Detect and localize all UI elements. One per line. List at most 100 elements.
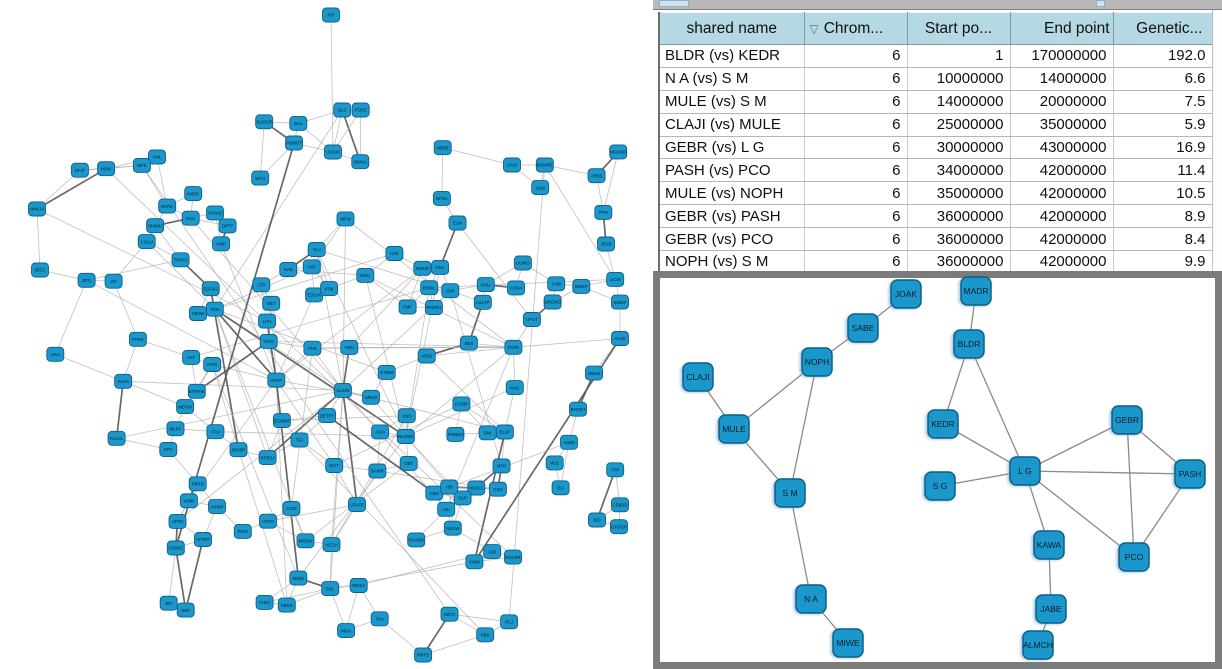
overview-node[interactable]: TGTC (259, 333, 278, 349)
table-cell[interactable]: 6 (804, 227, 908, 252)
overview-node[interactable]: MGA (337, 623, 356, 639)
overview-node[interactable]: BOWL (420, 280, 439, 296)
table-cell[interactable]: BLDR (vs) KEDR (659, 44, 805, 68)
overview-node[interactable]: CCAU (137, 234, 156, 250)
overview-node[interactable]: WAL (289, 115, 308, 131)
table-cell[interactable]: 42000000 (1010, 158, 1114, 183)
column-header-2[interactable]: Start po... (906, 12, 1011, 45)
overview-node[interactable]: ELW (448, 215, 467, 231)
table-cell[interactable]: 5.9 (1113, 113, 1213, 137)
overview-node[interactable]: TEKI (205, 301, 224, 317)
overview-node[interactable]: HDW (97, 161, 116, 177)
table-cell[interactable]: 11.4 (1113, 158, 1213, 183)
overview-node[interactable]: HJK (385, 246, 404, 261)
overview-node[interactable]: PMTO (414, 647, 433, 663)
overview-node[interactable]: WJL (545, 455, 564, 471)
overview-node[interactable]: MFE (132, 157, 151, 173)
table-cell[interactable]: N A (vs) S M (659, 67, 805, 91)
table-cell[interactable]: 43000000 (1010, 136, 1114, 160)
detail-node-noph[interactable]: NOPH (801, 347, 833, 377)
overview-node[interactable]: ETWHK (187, 383, 206, 399)
overview-node[interactable]: UUWO (513, 255, 532, 271)
overview-node[interactable]: PHK (303, 340, 322, 356)
overview-node[interactable]: SUOCR (255, 114, 274, 130)
detail-node-pash[interactable]: PASH (1174, 459, 1206, 489)
table-cell[interactable]: 36000000 (907, 227, 1011, 252)
overview-node[interactable]: FUSM (452, 396, 471, 412)
detail-node-kedr[interactable]: KEDR (927, 409, 959, 439)
table-row[interactable]: CLAJI (vs) MULE 6 25000000 35000000 5.9 (659, 113, 1213, 137)
detail-node-miwe[interactable]: MIWE (832, 628, 864, 658)
overview-node[interactable]: URUG (362, 389, 380, 405)
detail-node-sabe[interactable]: SABE (847, 313, 879, 343)
table-cell[interactable]: 35000000 (907, 181, 1011, 206)
overview-node[interactable]: HRU (340, 339, 359, 355)
overview-node[interactable]: UIU (437, 501, 456, 517)
detail-node-madr[interactable]: MADR (960, 276, 992, 306)
table-cell[interactable]: 192.0 (1113, 44, 1213, 68)
overview-node[interactable]: NUUW (443, 520, 462, 536)
overview-node[interactable]: GLJ (307, 242, 326, 257)
overview-node[interactable]: PEOI (233, 523, 252, 539)
overview-node[interactable]: EBDK (277, 597, 296, 613)
overview-node[interactable]: GFOGP (610, 519, 628, 535)
detail-edge-SM-NA[interactable] (789, 492, 812, 600)
table-row[interactable]: PASH (vs) PCO 6 34000000 42000000 11.4 (659, 158, 1213, 183)
overview-node[interactable]: KWM (465, 554, 484, 570)
overview-node[interactable]: WGEA (349, 578, 368, 593)
overview-network-canvas[interactable]: NIT UIOUK ANL HHKJA UAGI JRSB JECC BID AFOFF FLLH… (0, 0, 655, 669)
overview-node[interactable]: HHKJA (28, 201, 46, 217)
detail-node-jabe[interactable]: JABE (1035, 594, 1067, 624)
overview-node[interactable]: DLIT (325, 458, 344, 473)
overview-node[interactable]: KNPD (184, 186, 203, 202)
table-cell[interactable]: CLAJI (vs) MULE (659, 113, 805, 137)
overview-node[interactable]: IFDD (203, 357, 222, 372)
overview-node[interactable]: MBRE (433, 140, 452, 156)
overview-node[interactable]: PMTB (188, 476, 207, 492)
overview-node[interactable]: OJK (441, 283, 460, 299)
table-cell[interactable]: 42000000 (1010, 204, 1114, 229)
overview-node[interactable]: DFJT (70, 162, 89, 178)
overview-node[interactable]: LICW (606, 271, 625, 287)
column-header-3[interactable]: End point (1009, 12, 1114, 45)
overview-node[interactable]: EGWMT (272, 413, 291, 429)
table-row[interactable]: NOPH (vs) S M 6 36000000 42000000 9.9 (659, 250, 1213, 274)
table-cell[interactable]: 34000000 (907, 158, 1011, 183)
overview-node[interactable]: LTP (252, 277, 271, 293)
overview-node[interactable]: OJWJC (166, 540, 185, 556)
overview-node[interactable]: ARBS (587, 168, 606, 184)
overview-node[interactable]: RDKIR (413, 260, 432, 276)
table-row[interactable]: MULE (vs) S M 6 14000000 20000000 7.5 (659, 90, 1213, 114)
table-cell[interactable]: 25000000 (907, 113, 1011, 137)
overview-node[interactable]: TGI (290, 432, 309, 448)
detail-node-pco[interactable]: PCO (1118, 542, 1150, 572)
overview-node[interactable]: CCNA (507, 280, 525, 296)
overview-node[interactable]: MTD (492, 458, 511, 474)
overview-node[interactable]: MSOW (296, 533, 315, 549)
overview-node[interactable]: HIB (440, 479, 459, 495)
overview-node[interactable]: NBTC (440, 606, 459, 622)
table-cell[interactable]: 42000000 (1010, 181, 1114, 206)
detail-edge-LG-PCO[interactable] (1024, 470, 1135, 558)
table-cell[interactable]: 1 (907, 44, 1011, 68)
table-cell[interactable]: 20000000 (1010, 90, 1114, 114)
overview-node[interactable]: NNA (431, 259, 450, 275)
overview-node[interactable]: CDBSD (611, 497, 629, 513)
overview-node[interactable]: LGLTP (473, 294, 492, 310)
column-header-0[interactable]: shared name (658, 12, 805, 45)
overview-node[interactable]: FHDJ (255, 594, 274, 610)
table-cell[interactable]: 14000000 (1010, 67, 1114, 91)
overview-node[interactable]: ARBJ (417, 348, 436, 364)
overview-node[interactable]: JECC (31, 262, 49, 278)
table-cell[interactable]: 10000000 (907, 67, 1011, 91)
table-cell[interactable]: 6.6 (1113, 67, 1213, 91)
overview-node[interactable]: BWAA (351, 154, 370, 170)
table-cell[interactable]: 6 (804, 44, 908, 68)
overview-node[interactable]: MLRF (166, 421, 185, 437)
overview-node[interactable]: FWBMJ (446, 426, 465, 442)
overview-node[interactable]: HCNID (206, 205, 224, 221)
table-row[interactable]: MULE (vs) NOPH 6 35000000 42000000 10.5 (659, 181, 1213, 206)
column-header-4[interactable]: Genetic... (1112, 12, 1213, 45)
overview-node[interactable]: LPH (258, 313, 277, 329)
overview-node[interactable]: DMKP (572, 278, 591, 294)
